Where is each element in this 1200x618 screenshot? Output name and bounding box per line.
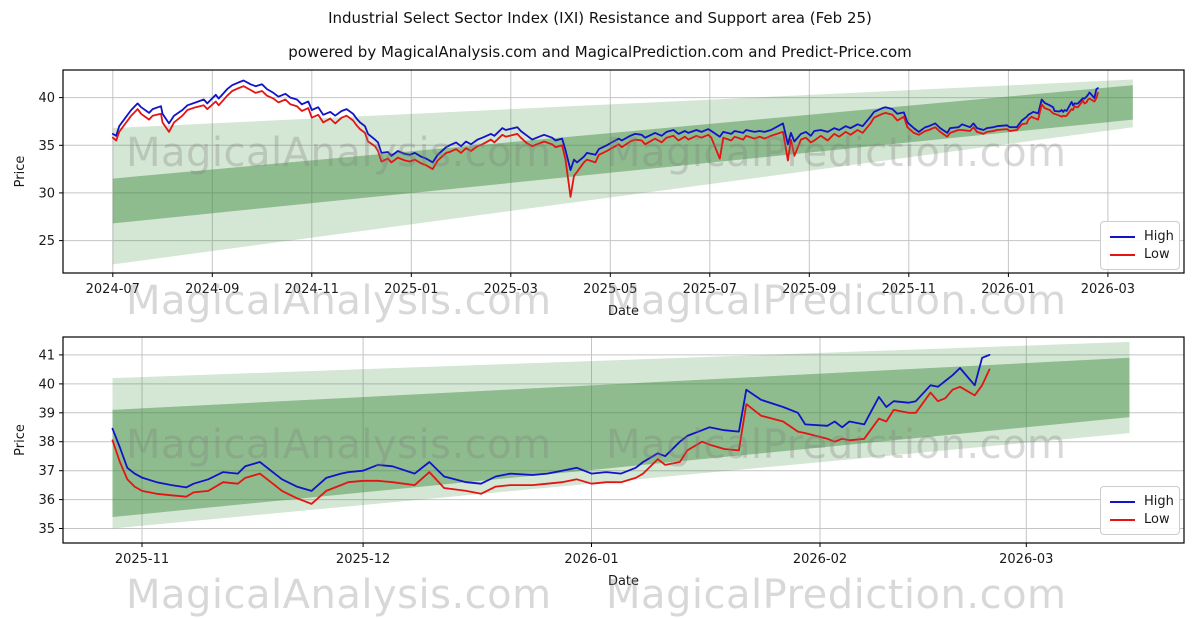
- x-tick-label: 2025-07: [683, 282, 737, 297]
- y-tick-label: 38: [38, 435, 55, 450]
- x-tick-label: 2025-11: [115, 552, 169, 567]
- x-tick-label: 2025-11: [882, 282, 936, 297]
- support-resistance-band: [112, 357, 1130, 529]
- y-axis-label: Price: [13, 424, 28, 456]
- y-tick-label: 35: [38, 139, 55, 154]
- high-line-sample: [1110, 501, 1135, 503]
- high-line: [111, 353, 991, 492]
- support-resistance-band: [112, 357, 1130, 517]
- low-line-sample: [1110, 254, 1135, 256]
- figure-title: Industrial Select Sector Index (IXI) Res…: [328, 9, 872, 27]
- support-resistance-band: [112, 85, 1133, 224]
- x-tick-label: 2024-11: [285, 282, 339, 297]
- high-line-sample: [1110, 236, 1135, 238]
- chart-1: 2024-07 2024-09 2024-11 2025-01 2025-03 2025-…: [13, 69, 1185, 319]
- support-resistance-band: [112, 341, 1130, 517]
- x-tick-label: 2026-01: [564, 552, 618, 567]
- legend-top-chart: High Low: [1100, 221, 1180, 270]
- low-line-sample: [1110, 519, 1135, 521]
- low-line: [111, 85, 1099, 198]
- legend-label-high: High: [1144, 229, 1174, 244]
- x-axis-label: Date: [608, 304, 639, 319]
- legend-item-high: High: [1110, 228, 1174, 246]
- support-resistance-band: [112, 85, 1133, 265]
- x-tick-label: 2024-09: [185, 282, 239, 297]
- x-tick-label: 2025-01: [384, 282, 438, 297]
- charts-canvas: 2024-07 2024-09 2024-11 2025-01 2025-03 2025-…: [13, 69, 1185, 589]
- figure-subtitle: powered by MagicalAnalysis.com and Magic…: [288, 43, 912, 61]
- legend-label-low: Low: [1144, 247, 1170, 262]
- plot-border: [62, 336, 1185, 544]
- legend-bottom-chart: High Low: [1100, 486, 1180, 535]
- x-tick-label: 2024-07: [86, 282, 140, 297]
- x-tick-label: 2025-05: [583, 282, 637, 297]
- chart-2: 2025-11 2025-12 2026-01 2026-02 2026-03 35 36 3…: [13, 336, 1185, 589]
- high-line: [111, 79, 1099, 172]
- y-axis-label: Price: [13, 156, 28, 188]
- y-tick-label: 36: [38, 493, 55, 508]
- legend-label-low: Low: [1144, 512, 1170, 527]
- y-tick-label: 40: [38, 91, 55, 106]
- low-line: [111, 368, 991, 505]
- y-tick-label: 35: [38, 522, 55, 537]
- x-tick-label: 2026-03: [999, 552, 1053, 567]
- plot-border: [62, 69, 1185, 274]
- legend-item-low: Low: [1110, 246, 1170, 264]
- y-tick-label: 25: [38, 234, 55, 249]
- y-tick-label: 41: [38, 348, 55, 363]
- y-tick-label: 30: [38, 186, 55, 201]
- x-tick-label: 2025-09: [782, 282, 836, 297]
- x-tick-label: 2025-03: [484, 282, 538, 297]
- x-axis-label: Date: [608, 574, 639, 589]
- x-tick-label: 2026-01: [981, 282, 1035, 297]
- y-tick-label: 39: [38, 406, 55, 421]
- x-tick-label: 2026-03: [1081, 282, 1135, 297]
- y-tick-label: 37: [38, 464, 55, 479]
- legend-label-high: High: [1144, 494, 1174, 509]
- x-tick-label: 2026-02: [793, 552, 847, 567]
- y-tick-label: 40: [38, 377, 55, 392]
- x-tick-label: 2025-12: [336, 552, 390, 567]
- legend-item-low: Low: [1110, 511, 1170, 529]
- legend-item-high: High: [1110, 493, 1174, 511]
- figure: { "title": "Industrial Select Sector Ind…: [13, 9, 1185, 618]
